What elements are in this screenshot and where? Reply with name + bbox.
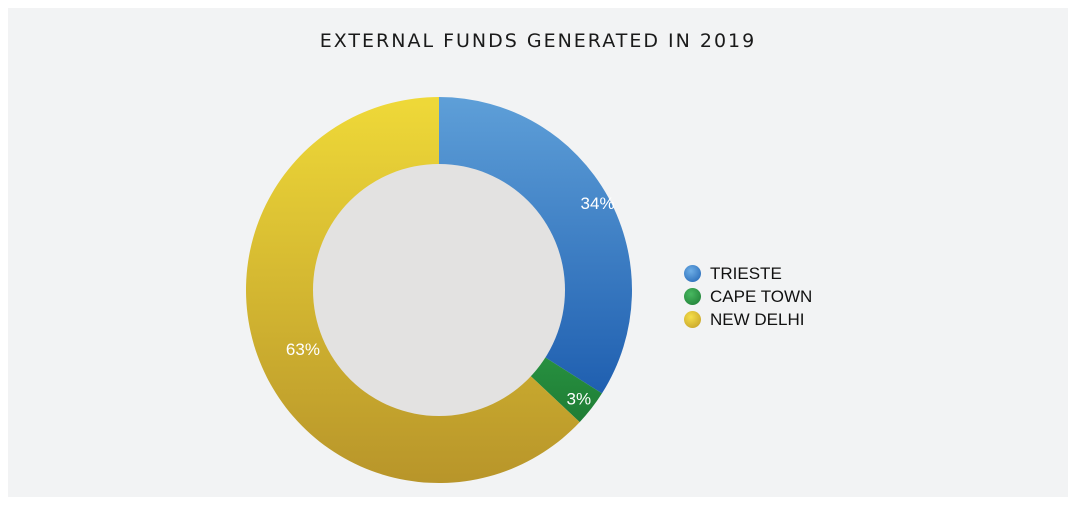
legend-item-trieste: TRIESTE bbox=[684, 262, 812, 285]
slice-value-label: 34% bbox=[581, 194, 615, 213]
legend-label: CAPE TOWN bbox=[710, 286, 813, 306]
chart-title: EXTERNAL FUNDS GENERATED IN 2019 bbox=[319, 30, 757, 52]
legend-dot-cape-town bbox=[684, 288, 701, 305]
legend-item-new-delhi: NEW DELHI bbox=[684, 308, 812, 331]
slice-value-label: 63% bbox=[286, 340, 320, 359]
legend-label: NEW DELHI bbox=[710, 309, 805, 329]
legend-item-cape-town: CAPE TOWN bbox=[684, 285, 812, 308]
donut-hole bbox=[313, 164, 565, 416]
legend-label: TRIESTE bbox=[710, 263, 782, 283]
legend: TRIESTE CAPE TOWN NEW DELHI bbox=[684, 262, 812, 331]
slice-value-label: 3% bbox=[567, 389, 592, 408]
legend-dot-trieste bbox=[684, 265, 701, 282]
legend-dot-new-delhi bbox=[684, 311, 701, 328]
